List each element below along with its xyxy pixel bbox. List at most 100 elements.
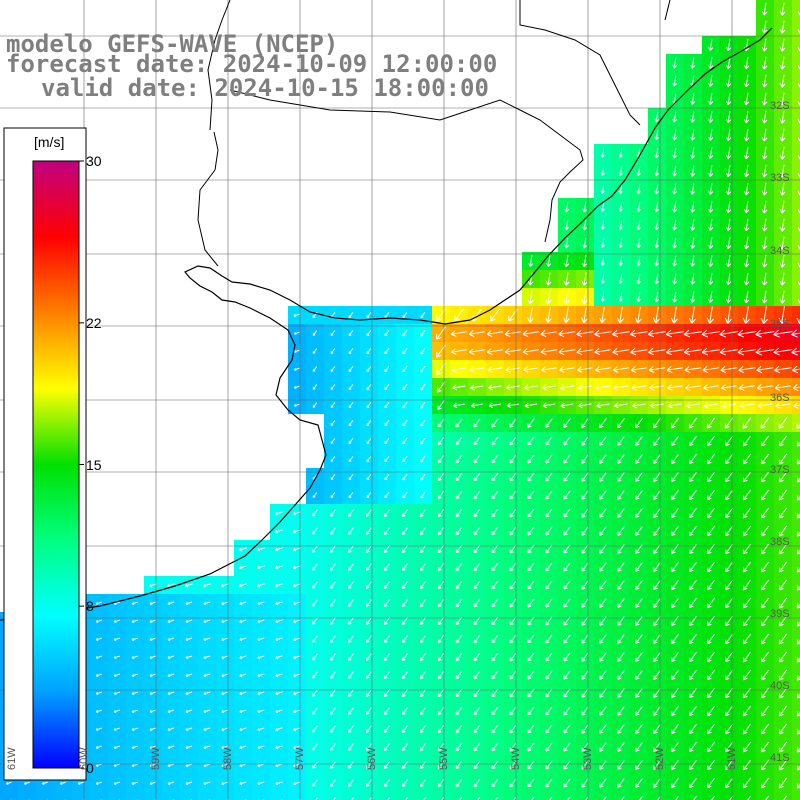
wind-vector-arrow bbox=[653, 490, 661, 501]
wind-vector-arrow bbox=[581, 652, 589, 662]
wind-vector-arrow bbox=[545, 670, 553, 680]
wind-vector-arrow bbox=[563, 634, 571, 644]
wind-vector-arrow bbox=[405, 797, 408, 800]
wind-speed-cell bbox=[792, 648, 800, 666]
wind-vector-arrow bbox=[366, 545, 372, 553]
wind-vector-arrow bbox=[256, 583, 265, 588]
wind-vector-arrow bbox=[581, 490, 589, 500]
wind-speed-cell bbox=[54, 792, 72, 800]
wind-vector-arrow bbox=[455, 454, 463, 464]
wind-vector-arrow bbox=[742, 669, 751, 681]
wind-vector-arrow bbox=[690, 255, 696, 267]
wind-vector-arrow bbox=[167, 709, 175, 714]
wind-vector-arrow bbox=[690, 57, 696, 69]
wind-vector-arrow bbox=[635, 472, 643, 482]
wind-speed-cell bbox=[792, 342, 800, 360]
wind-vector-arrow bbox=[420, 347, 426, 355]
wind-vector-arrow bbox=[450, 348, 467, 355]
wind-speed-cell bbox=[540, 792, 558, 800]
wind-speed-cell bbox=[162, 792, 180, 800]
wind-vector-arrow bbox=[330, 384, 336, 390]
wind-vector-arrow bbox=[366, 312, 372, 319]
wind-vector-arrow bbox=[509, 724, 517, 734]
wind-vector-arrow bbox=[312, 330, 318, 336]
wind-vector-arrow bbox=[59, 781, 66, 785]
wind-vector-arrow bbox=[330, 743, 336, 751]
wind-vector-arrow bbox=[546, 255, 552, 267]
wind-vector-arrow bbox=[113, 637, 121, 641]
wind-speed-cell bbox=[792, 216, 800, 234]
wind-vector-arrow bbox=[724, 723, 733, 735]
wind-vector-arrow bbox=[654, 111, 659, 123]
wind-vector-arrow bbox=[796, 477, 800, 483]
wind-vector-arrow bbox=[455, 724, 463, 734]
wind-vector-arrow bbox=[437, 779, 445, 788]
wind-vector-arrow bbox=[703, 384, 719, 391]
wind-vector-arrow bbox=[778, 579, 788, 591]
wind-vector-arrow bbox=[779, 74, 786, 88]
wind-vector-arrow bbox=[653, 436, 661, 446]
wind-vector-arrow bbox=[167, 745, 175, 750]
wind-speed-cell bbox=[792, 486, 800, 504]
wind-vector-arrow bbox=[185, 727, 193, 732]
wind-vector-arrow bbox=[95, 673, 103, 677]
wind-speed-cell bbox=[792, 126, 800, 144]
wind-vector-arrow bbox=[703, 402, 719, 409]
wind-speed-cell bbox=[180, 792, 198, 800]
wind-vector-arrow bbox=[618, 148, 623, 158]
wind-vector-arrow bbox=[708, 183, 714, 195]
wind-vector-arrow bbox=[366, 419, 372, 427]
wind-vector-arrow bbox=[563, 706, 571, 716]
wind-vector-arrow bbox=[563, 307, 570, 324]
wind-vector-arrow bbox=[545, 634, 553, 644]
wind-vector-arrow bbox=[701, 329, 721, 338]
wind-speed-cell bbox=[702, 792, 720, 800]
wind-vector-arrow bbox=[113, 727, 121, 731]
wind-vector-arrow bbox=[185, 619, 193, 624]
wind-vector-arrow bbox=[221, 691, 229, 696]
wind-vector-arrow bbox=[671, 742, 679, 753]
wind-vector-arrow bbox=[509, 616, 517, 626]
wind-vector-arrow bbox=[257, 673, 265, 678]
wind-vector-arrow bbox=[778, 417, 788, 429]
wind-vector-arrow bbox=[509, 544, 517, 554]
wind-speed-cell bbox=[792, 414, 800, 432]
wind-vector-arrow bbox=[545, 652, 553, 662]
wind-vector-arrow bbox=[689, 526, 697, 537]
wind-speed-cell bbox=[558, 792, 576, 800]
wind-vector-arrow bbox=[348, 312, 354, 319]
wind-vector-arrow bbox=[95, 745, 103, 749]
wind-vector-arrow bbox=[779, 254, 786, 268]
wind-vector-arrow bbox=[582, 201, 587, 213]
wind-vector-arrow bbox=[419, 707, 427, 716]
wind-vector-arrow bbox=[724, 597, 733, 609]
latitude-label: 39S bbox=[770, 608, 790, 620]
wind-vector-arrow bbox=[491, 418, 499, 428]
wind-vector-arrow bbox=[239, 673, 247, 678]
wind-vector-arrow bbox=[743, 164, 750, 178]
colorbar-gradient bbox=[32, 160, 80, 769]
wind-vector-arrow bbox=[725, 219, 732, 232]
wind-vector-arrow bbox=[725, 57, 732, 70]
wind-vector-arrow bbox=[761, 218, 768, 232]
wind-vector-arrow bbox=[690, 183, 696, 195]
wind-speed-cell bbox=[306, 792, 324, 800]
wind-vector-arrow bbox=[720, 384, 737, 391]
wind-vector-arrow bbox=[312, 527, 318, 535]
latitude-label: 37S bbox=[770, 464, 790, 476]
wind-vector-arrow bbox=[505, 366, 521, 373]
wind-vector-arrow bbox=[509, 526, 517, 536]
wind-vector-arrow bbox=[599, 526, 607, 536]
wind-vector-arrow bbox=[450, 330, 467, 337]
wind-vector-arrow bbox=[654, 273, 659, 285]
wind-vector-arrow bbox=[796, 585, 800, 591]
wind-vector-arrow bbox=[509, 652, 517, 662]
wind-vector-arrow bbox=[594, 329, 612, 338]
wind-vector-arrow bbox=[653, 634, 661, 645]
wind-vector-arrow bbox=[275, 619, 283, 624]
wind-speed-cell bbox=[792, 450, 800, 468]
wind-vector-arrow bbox=[540, 330, 558, 338]
wind-vector-arrow bbox=[690, 219, 696, 231]
wind-vector-arrow bbox=[437, 671, 445, 680]
wind-vector-arrow bbox=[708, 111, 714, 123]
